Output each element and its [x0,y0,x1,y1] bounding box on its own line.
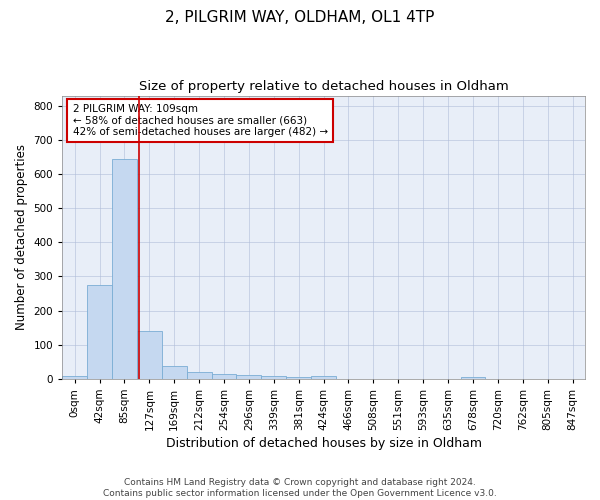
Title: Size of property relative to detached houses in Oldham: Size of property relative to detached ho… [139,80,508,93]
Bar [236,375,262,379]
Bar [87,285,112,379]
Bar [162,366,187,379]
Bar [286,377,311,379]
Bar [62,376,87,379]
Bar [461,377,485,379]
X-axis label: Distribution of detached houses by size in Oldham: Distribution of detached houses by size … [166,437,482,450]
Text: 2, PILGRIM WAY, OLDHAM, OL1 4TP: 2, PILGRIM WAY, OLDHAM, OL1 4TP [166,10,434,25]
Text: Contains HM Land Registry data © Crown copyright and database right 2024.
Contai: Contains HM Land Registry data © Crown c… [103,478,497,498]
Text: 2 PILGRIM WAY: 109sqm
← 58% of detached houses are smaller (663)
42% of semi-det: 2 PILGRIM WAY: 109sqm ← 58% of detached … [73,104,328,138]
Bar [262,376,286,379]
Bar [212,374,236,379]
Bar [112,158,137,379]
Bar [137,331,162,379]
Bar [187,372,212,379]
Bar [311,376,336,379]
Y-axis label: Number of detached properties: Number of detached properties [15,144,28,330]
